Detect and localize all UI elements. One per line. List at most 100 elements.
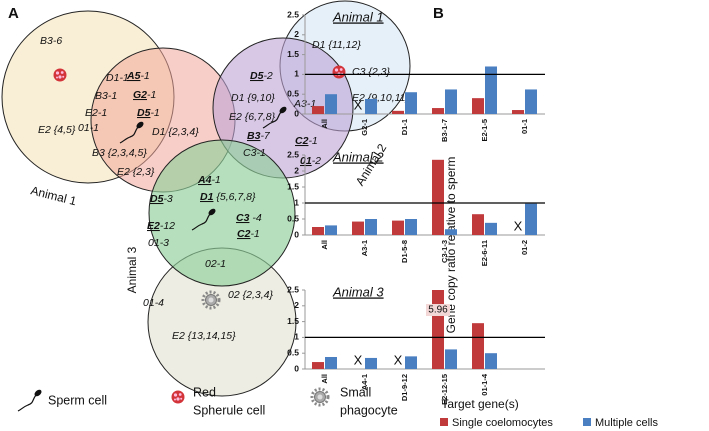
gene-count: -3 — [163, 193, 172, 205]
gene-name: B3 — [92, 147, 105, 159]
y-tick-label: 2.5 — [287, 9, 299, 19]
gene-count: -1 — [250, 228, 259, 240]
x-tick-label: E2-1-5 — [480, 119, 489, 142]
gene-count: -1 — [119, 72, 128, 84]
legend-label: Single coelomocytes — [452, 417, 553, 429]
cell-legend-label: phagocyte — [340, 403, 398, 417]
gene-name: G2 — [133, 89, 147, 101]
bar — [312, 227, 324, 235]
bar — [432, 159, 444, 235]
gene-item: C2-1 — [237, 228, 260, 240]
x-tick-label: A4-1 — [360, 374, 369, 390]
gene-item: E2-12 — [147, 220, 175, 232]
legend-label: Multiple cells — [595, 417, 658, 429]
gene-item: 02 {2,3,4} — [228, 289, 273, 301]
gene-item: D5-3 — [150, 193, 173, 205]
bar — [325, 94, 337, 114]
missing-label: X — [514, 218, 523, 233]
x-tick-label: All — [320, 374, 329, 384]
gene-count: -1 — [211, 174, 220, 186]
gene-count: -1 — [90, 122, 99, 134]
gene-item: 01-4 — [143, 297, 164, 309]
gene-name: E2 — [352, 92, 365, 104]
gene-count: -3 — [160, 237, 169, 249]
gene-item: D1 {11,12} — [312, 39, 361, 51]
bar — [512, 110, 524, 114]
bar — [392, 110, 404, 114]
gene-name: B3 — [40, 35, 53, 47]
gene-name: C2 — [237, 228, 251, 240]
gene-name: D1 — [231, 92, 244, 104]
bar — [485, 66, 497, 114]
gene-count: {2,3,4} — [165, 126, 199, 138]
gene-name: A5 — [126, 70, 141, 82]
x-tick-label: B3-1-7 — [440, 119, 449, 142]
bar — [445, 89, 457, 114]
gene-name: E2 — [229, 111, 242, 123]
bar — [445, 229, 457, 235]
gene-count: {6,7,8} — [242, 111, 276, 123]
gene-item: D1 {2,3,4} — [152, 126, 199, 138]
y-tick-label: 1 — [294, 197, 299, 207]
chart-title: Animal 2 — [332, 149, 384, 164]
bar — [525, 89, 537, 114]
gene-count: {2,3} — [365, 66, 390, 78]
sperm-icon — [17, 387, 44, 412]
gene-name: 01 — [300, 155, 312, 167]
gene-name: B3 — [247, 130, 261, 142]
gene-count: -7 — [260, 130, 270, 142]
legend-swatch — [440, 418, 448, 426]
gene-count: -12 — [160, 220, 175, 232]
venn-circle — [148, 139, 296, 287]
gene-name: B3 — [95, 90, 108, 102]
gene-count: -1 — [98, 107, 107, 119]
gene-count: {11,12} — [325, 39, 361, 51]
gene-name: C3 — [352, 66, 366, 78]
bar — [472, 98, 484, 114]
gene-item: D5-2 — [250, 70, 273, 82]
bar — [525, 203, 537, 235]
gene-name: C3 — [236, 212, 250, 224]
gene-count: -4 — [155, 297, 164, 309]
gene-item: 01-2 — [300, 155, 321, 167]
value-label: 5.96 — [428, 305, 448, 316]
y-tick-label: 1.5 — [287, 49, 299, 59]
bar — [405, 219, 417, 235]
bar — [312, 106, 324, 114]
gene-name: D5 — [137, 107, 151, 119]
gene-count: -2 — [312, 155, 321, 167]
gene-count: {13,14,15} — [185, 330, 236, 342]
y-tick-label: 1.5 — [287, 181, 299, 191]
bar — [472, 214, 484, 235]
x-tick-label: A3-1 — [360, 240, 369, 256]
label-bg — [426, 304, 450, 316]
chart-title: Animal 1 — [332, 9, 384, 24]
gene-count: {2,3} — [130, 166, 155, 178]
cell-legend-label: Small — [340, 385, 371, 399]
y-tick-label: 2 — [294, 29, 299, 39]
gene-name: D1 — [152, 126, 165, 138]
cell-legend-label: Sperm cell — [48, 393, 107, 407]
y-tick-label: 0.5 — [287, 213, 299, 223]
spherule-icon — [171, 390, 185, 404]
gene-name: 01 — [143, 297, 155, 309]
gene-item: C3 -4 — [236, 212, 262, 224]
bar — [325, 356, 337, 369]
gene-item: 01-3 — [148, 237, 169, 249]
cell-legend-label: Spherule cell — [193, 403, 265, 417]
bar — [312, 362, 324, 369]
y-tick-label: 2 — [294, 165, 299, 175]
gene-name: D5 — [250, 70, 264, 82]
gene-count: -4 — [249, 212, 261, 224]
gene-item: E2 {2,3} — [117, 166, 155, 178]
gene-item: D1-1 — [106, 72, 129, 84]
missing-label: X — [354, 352, 363, 367]
gene-item: E2 {13,14,15} — [172, 330, 236, 342]
gene-name: D1 — [106, 72, 119, 84]
panel-label: A — [8, 5, 19, 22]
gene-item: B3-6 — [40, 35, 62, 47]
y-axis-label: Gene copy ratio relative to sperm — [444, 157, 458, 334]
bar — [472, 323, 484, 369]
gene-name: D1 — [312, 39, 325, 51]
legend-swatch — [583, 418, 591, 426]
